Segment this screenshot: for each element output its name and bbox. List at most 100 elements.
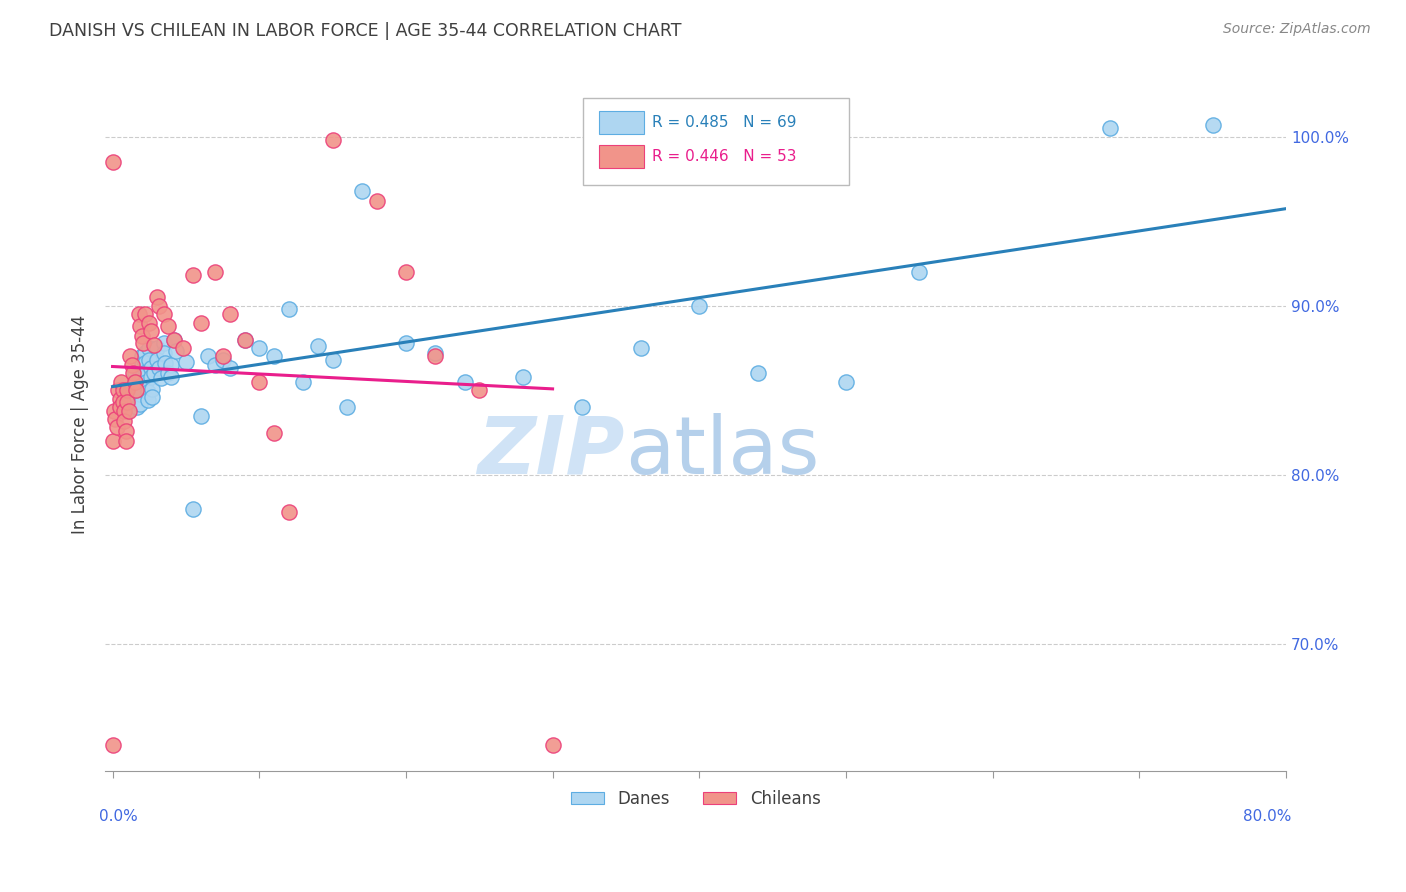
Point: [120, 392, 142, 406]
Point: [107, 384, 129, 398]
Point: [322, 133, 344, 147]
Point: [134, 346, 156, 360]
Point: [112, 395, 135, 409]
Point: [142, 367, 165, 381]
Point: [395, 335, 418, 350]
Point: [157, 367, 180, 381]
Point: [453, 375, 475, 389]
Point: [128, 307, 150, 321]
Point: [101, 155, 124, 169]
Point: [129, 386, 152, 401]
Point: [101, 739, 124, 753]
Point: [350, 184, 373, 198]
Point: [908, 265, 931, 279]
Point: [292, 375, 315, 389]
Point: [138, 316, 160, 330]
Point: [108, 400, 131, 414]
Y-axis label: In Labor Force | Age 35-44: In Labor Force | Age 35-44: [72, 315, 89, 533]
Point: [181, 268, 204, 283]
Point: [163, 333, 186, 347]
Point: [571, 400, 593, 414]
Point: [131, 358, 153, 372]
Text: R = 0.446   N = 53: R = 0.446 N = 53: [652, 149, 796, 164]
Legend: Danes, Chileans: Danes, Chileans: [564, 783, 827, 814]
Point: [115, 403, 138, 417]
Point: [204, 358, 226, 372]
Point: [111, 395, 134, 409]
Point: [115, 384, 138, 398]
Point: [125, 392, 148, 406]
Text: DANISH VS CHILEAN IN LABOR FORCE | AGE 35-44 CORRELATION CHART: DANISH VS CHILEAN IN LABOR FORCE | AGE 3…: [49, 22, 682, 40]
Point: [247, 375, 270, 389]
Point: [219, 361, 242, 376]
Point: [366, 194, 388, 208]
Point: [1098, 121, 1121, 136]
Point: [134, 307, 156, 321]
Point: [118, 403, 141, 417]
Point: [110, 375, 132, 389]
Point: [101, 434, 124, 448]
Point: [122, 367, 145, 381]
Point: [128, 380, 150, 394]
Point: [141, 390, 163, 404]
Point: [468, 384, 491, 398]
Point: [115, 395, 138, 409]
Point: [148, 299, 170, 313]
Point: [630, 341, 652, 355]
Point: [120, 350, 142, 364]
Bar: [599, 145, 644, 168]
Point: [233, 333, 256, 347]
Point: [129, 397, 152, 411]
Point: [688, 299, 710, 313]
Text: 0.0%: 0.0%: [100, 809, 138, 824]
Point: [124, 375, 146, 389]
Point: [153, 307, 176, 321]
Point: [211, 350, 233, 364]
Point: [835, 375, 858, 389]
Point: [322, 352, 344, 367]
Point: [142, 337, 165, 351]
Point: [139, 361, 162, 376]
Point: [163, 333, 186, 347]
Point: [190, 316, 212, 330]
Text: Source: ZipAtlas.com: Source: ZipAtlas.com: [1223, 22, 1371, 37]
Point: [132, 335, 155, 350]
Point: [145, 290, 167, 304]
Point: [131, 369, 153, 384]
Point: [114, 434, 136, 448]
Point: [211, 352, 233, 367]
Point: [1201, 118, 1223, 132]
Point: [204, 265, 226, 279]
Point: [139, 369, 162, 384]
Point: [153, 346, 176, 360]
Point: [425, 350, 447, 364]
Point: [172, 341, 194, 355]
Point: [145, 341, 167, 355]
Point: [197, 350, 219, 364]
Point: [105, 420, 128, 434]
Point: [336, 400, 359, 414]
Point: [149, 371, 172, 385]
Bar: [599, 112, 644, 134]
Text: atlas: atlas: [624, 413, 820, 491]
Point: [128, 369, 150, 384]
Point: [138, 352, 160, 367]
Point: [121, 358, 143, 372]
Text: 80.0%: 80.0%: [1243, 809, 1292, 824]
Point: [112, 403, 135, 417]
Point: [165, 344, 187, 359]
Point: [111, 384, 134, 398]
Point: [174, 354, 197, 368]
Point: [103, 403, 125, 417]
Point: [153, 335, 176, 350]
Point: [136, 393, 159, 408]
Point: [127, 400, 149, 414]
Point: [307, 339, 329, 353]
Point: [138, 341, 160, 355]
Point: [160, 369, 183, 384]
Point: [263, 350, 285, 364]
Point: [181, 501, 204, 516]
Point: [129, 318, 152, 333]
Point: [131, 329, 153, 343]
Point: [124, 367, 146, 381]
